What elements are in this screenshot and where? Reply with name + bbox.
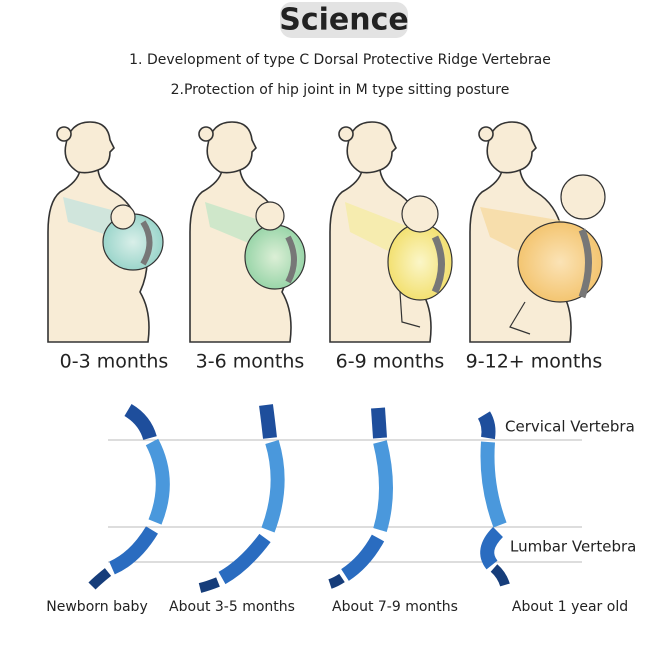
spine	[88, 403, 170, 590]
stage-label: 3-6 months	[196, 351, 305, 373]
spine-label: Lumbar Vertebra	[510, 538, 636, 556]
stage-label: 9-12+ months	[466, 351, 603, 373]
mother-figure	[189, 121, 306, 343]
stage-label: 0-3 months	[60, 351, 169, 373]
title-badge	[280, 2, 408, 38]
spine-stage-label: Newborn baby	[46, 599, 147, 615]
mother-figure	[47, 121, 164, 343]
spine-stage-label: About 1 year old	[512, 599, 628, 615]
spine-stage-label: About 7-9 months	[332, 599, 458, 615]
mother-figure	[469, 121, 606, 343]
spine	[328, 407, 393, 589]
point: 1. Development of type C Dorsal Protecti…	[129, 52, 551, 68]
spine-label: Cervical Vertebra	[505, 418, 635, 436]
spine-stage-label: About 3-5 months	[169, 599, 295, 615]
stage-label: 6-9 months	[336, 351, 445, 373]
point: 2.Protection of hip joint in M type sitt…	[171, 82, 510, 98]
mother-figure	[329, 121, 453, 343]
spine	[477, 411, 510, 587]
spine	[198, 404, 285, 593]
title: Science	[279, 3, 409, 38]
